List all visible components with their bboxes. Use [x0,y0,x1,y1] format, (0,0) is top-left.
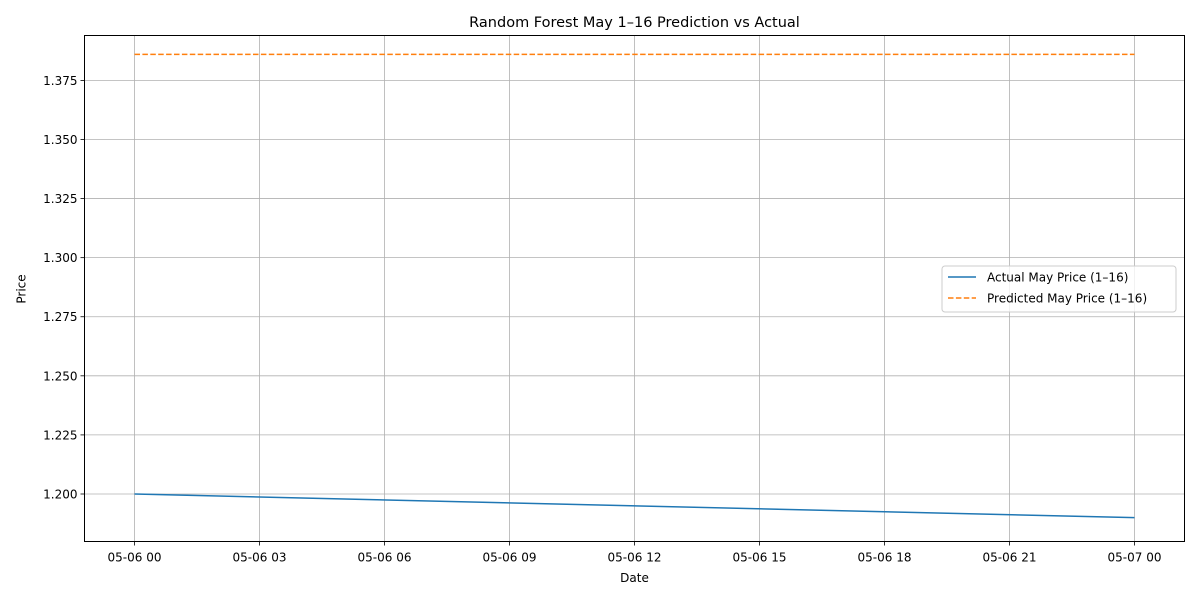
x-tick-label: 05-07 00 [1108,551,1162,565]
y-tick-label: 1.325 [43,192,77,206]
chart-title: Random Forest May 1–16 Prediction vs Act… [469,15,800,31]
y-tick-label: 1.300 [43,251,77,265]
x-tick-label: 05-06 00 [108,551,162,565]
x-tick-label: 05-06 21 [983,551,1037,565]
x-tick-label: 05-06 18 [858,551,912,565]
legend: Actual May Price (1–16) Predicted May Pr… [941,265,1177,313]
x-tick-label: 05-06 09 [483,551,537,565]
y-tick-label: 1.225 [43,428,77,442]
y-tick-label: 1.350 [43,133,77,147]
grid-lines [84,35,1185,542]
y-tick-label: 1.375 [43,74,77,88]
x-tick-label: 05-06 06 [358,551,412,565]
x-tick-label: 05-06 12 [608,551,662,565]
legend-label-actual: Actual May Price (1–16) [987,271,1128,285]
legend-label-predicted: Predicted May Price (1–16) [987,292,1147,306]
y-tick-label: 1.275 [43,310,77,324]
legend-box [941,265,1177,313]
x-tick-label: 05-06 03 [233,551,287,565]
y-tick-label: 1.250 [43,369,77,383]
y-axis: 1.200 1.225 1.250 1.275 1.300 1.325 1.350 1.375 [43,74,85,501]
y-tick-label: 1.200 [43,487,77,501]
series-lines [134,53,1135,519]
x-tick-label: 05-06 15 [733,551,787,565]
x-axis-label: Date [620,571,649,585]
x-axis: 05-06 00 05-06 03 05-06 06 05-06 09 05-06 12… [108,541,1162,565]
series-line-actual [134,493,1135,519]
y-axis-label: Price [15,274,29,303]
